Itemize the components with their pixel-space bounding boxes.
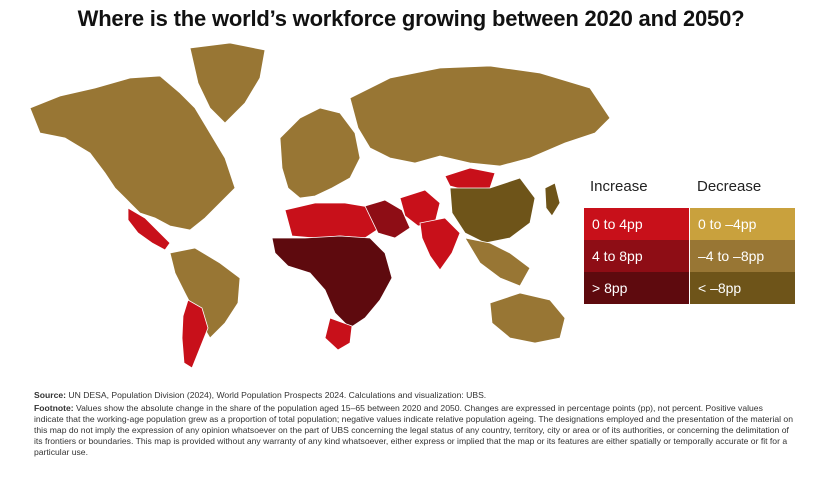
region-middle-east [364, 199, 411, 239]
region-sub-saharan-africa [271, 235, 393, 329]
region-north-america [29, 75, 236, 231]
region-argentina [181, 299, 209, 369]
legend-increase-0to4: 0 to 4pp [584, 208, 689, 240]
source-line: Source: UN DESA, Population Division (20… [34, 390, 794, 401]
legend-increase-header: Increase [590, 178, 648, 195]
region-greenland [189, 42, 266, 124]
legend-decrease-0to4: 0 to –4pp [690, 208, 795, 240]
region-central-america [127, 207, 171, 251]
region-south-america [169, 247, 241, 339]
region-europe [279, 107, 361, 199]
source-label: Source: [34, 390, 66, 400]
region-australia [489, 292, 566, 344]
footnote-text: Values show the absolute change in the s… [34, 403, 793, 457]
footnote-block: Source: UN DESA, Population Division (20… [34, 390, 794, 460]
legend-decrease-header: Decrease [697, 178, 762, 195]
footnote-line: Footnote: Values show the absolute chang… [34, 403, 794, 458]
page-title: Where is the world’s workforce growing b… [77, 6, 745, 31]
region-mongolia [444, 167, 496, 191]
region-russia [349, 65, 611, 167]
region-india [419, 217, 461, 271]
legend-decrease-over8: < –8pp [690, 272, 795, 304]
region-japan [544, 182, 561, 217]
region-north-africa [284, 202, 381, 239]
region-south-africa [324, 317, 353, 351]
world-map [29, 42, 611, 369]
region-southeast-asia [464, 237, 531, 287]
source-text: UN DESA, Population Division (2024), Wor… [66, 390, 487, 400]
region-china [449, 177, 536, 244]
legend-increase-over8: > 8pp [584, 272, 689, 304]
legend-increase-4to8: 4 to 8pp [584, 240, 689, 272]
legend-decrease-4to8: –4 to –8pp [690, 240, 795, 272]
footnote-label: Footnote: [34, 403, 74, 413]
